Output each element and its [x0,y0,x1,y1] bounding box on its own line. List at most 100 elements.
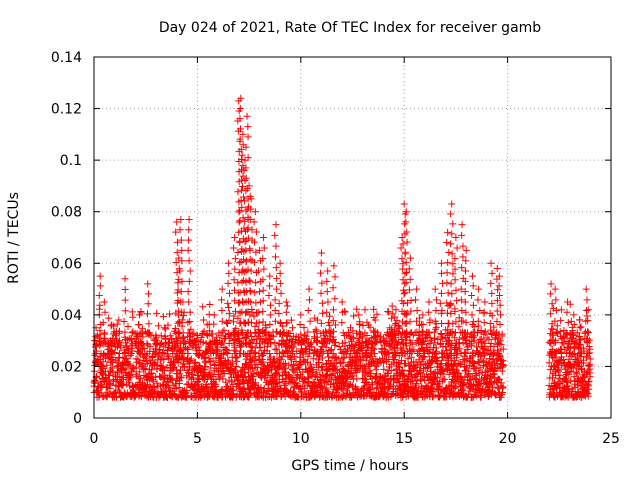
data-point [370,305,378,313]
data-point [488,299,496,307]
data-point [235,208,243,216]
data-point [220,326,228,334]
data-point [385,350,393,358]
data-point [313,316,321,324]
data-point [392,350,400,358]
data-point [369,344,377,352]
data-point [392,339,400,347]
data-point [494,286,502,294]
data-point [174,328,182,336]
data-point [189,374,197,382]
data-point [564,319,572,327]
data-point [271,345,279,353]
data-point [480,319,488,327]
data-point [475,285,483,293]
data-point [234,314,242,322]
data-point [247,358,255,366]
data-point [121,275,129,283]
data-point [113,320,121,328]
data-point [258,392,266,400]
data-point [576,324,584,332]
data-point [395,323,403,331]
data-point [380,365,388,373]
data-point [192,350,200,358]
data-point [222,345,230,353]
data-point [323,277,331,285]
data-point [200,316,208,324]
data-point [287,316,295,324]
data-point [425,308,433,316]
data-point [367,385,375,393]
data-point [260,385,268,393]
data-point [323,288,331,296]
data-point [226,335,234,343]
data-point [438,333,446,341]
data-point [240,193,248,201]
points-layer [90,94,594,401]
data-point [405,286,413,294]
data-point [474,317,482,325]
data-point [401,280,409,288]
data-point [275,309,283,317]
data-point [401,289,409,297]
ticks-layer: 0 5 10 15 20 25 0 0.02 0.04 0.06 0.08 0.1 0.12 0.14 [51,50,620,447]
data-point [250,336,258,344]
data-point [206,330,214,338]
data-point [367,369,375,377]
data-point [469,321,477,329]
data-point [309,366,317,374]
data-point [378,354,386,362]
data-point [574,381,582,389]
data-point [499,357,507,365]
data-point [251,289,259,297]
data-point [255,308,263,316]
data-point [173,218,181,226]
data-point [366,323,374,331]
data-point [237,368,245,376]
data-point [437,289,445,297]
data-point [474,296,482,304]
data-point [584,392,592,400]
data-point [329,284,337,292]
data-point [413,285,421,293]
data-point [299,336,307,344]
data-point [291,340,299,348]
data-point [495,330,503,338]
data-point [421,353,429,361]
data-point [318,299,326,307]
data-point [496,292,504,300]
data-point [339,364,347,372]
data-point [398,297,406,305]
data-point [391,313,399,321]
data-point [353,305,361,313]
data-point [481,350,489,358]
y-tick-label: 0.1 [60,153,82,169]
data-point [237,145,245,153]
x-tick-label: 25 [602,431,620,447]
data-point [288,356,296,364]
data-point [573,370,581,378]
data-point [275,372,283,380]
data-point [149,377,157,385]
data-point [246,255,254,263]
data-point [145,290,153,298]
data-point [553,329,561,337]
data-point [346,332,354,340]
data-point [225,269,233,277]
data-point [478,356,486,364]
data-point [570,321,578,329]
data-point [462,350,470,358]
data-point [312,373,320,381]
data-point [241,217,249,225]
data-point [135,330,143,338]
data-point [584,317,592,325]
data-point [459,382,467,390]
data-point [224,319,232,327]
data-point [171,324,179,332]
data-point [128,368,136,376]
data-point [585,377,593,385]
data-point [324,298,332,306]
data-point [578,366,586,374]
data-point [567,368,575,376]
data-point [455,369,463,377]
